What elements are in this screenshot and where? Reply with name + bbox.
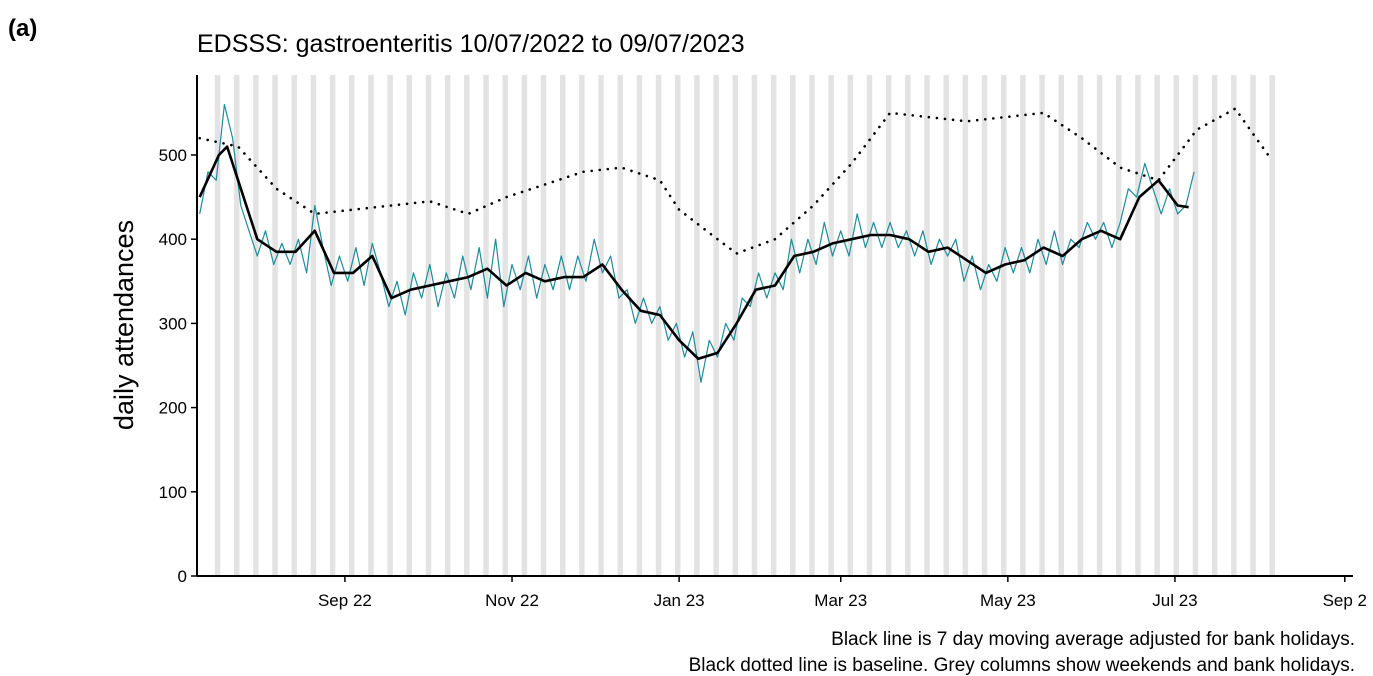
weekend-column — [1116, 75, 1122, 576]
weekend-column — [1000, 75, 1007, 576]
weekend-column — [809, 75, 815, 576]
weekend-column — [444, 75, 451, 576]
x-tick-label: Nov 22 — [485, 591, 539, 610]
weekend-column — [943, 75, 949, 576]
weekend-column — [1250, 75, 1256, 576]
weekend-column — [1020, 75, 1026, 576]
weekend-column — [598, 75, 604, 576]
y-tick-label: 100 — [159, 483, 187, 502]
baseline-line — [198, 107, 1270, 255]
weekend-column — [425, 75, 432, 576]
weekend-column — [751, 75, 758, 576]
weekend-column — [636, 75, 643, 576]
y-tick-label: 0 — [178, 567, 187, 586]
weekend-column — [847, 75, 854, 576]
weekend-column — [770, 75, 777, 576]
weekend-column — [1096, 75, 1103, 576]
weekend-column — [1077, 75, 1084, 576]
weekend-column — [655, 75, 662, 576]
series-line — [198, 145, 1189, 361]
weekend-column — [214, 75, 221, 576]
x-tick-label: Sep 22 — [318, 591, 372, 610]
y-tick-label: 300 — [159, 314, 187, 333]
weekend-column — [962, 75, 969, 576]
plot-area: 0 100 200 300 400 500 Sep 22 Nov 22 Jan 23 Mar 23… — [159, 75, 1367, 610]
weekend-column — [1058, 75, 1064, 576]
chart-title: EDSSS: gastroenteritis 10/07/2022 to 09/… — [197, 30, 745, 58]
weekend-column — [924, 75, 930, 576]
weekend-column — [483, 75, 489, 576]
weekend-columns — [214, 75, 1275, 576]
annotation: Black line is 7 day moving average adjus… — [831, 629, 1355, 650]
weekend-column — [790, 75, 796, 576]
weekend-column — [233, 75, 240, 576]
weekend-column — [1154, 75, 1160, 576]
x-tick-label: Jan 23 — [654, 591, 705, 610]
weekend-column — [272, 75, 278, 576]
weekend-column — [502, 75, 508, 576]
weekend-column — [828, 75, 834, 576]
weekend-column — [1135, 75, 1141, 576]
weekend-column — [981, 75, 988, 576]
weekend-column — [406, 75, 413, 576]
weekend-column — [387, 75, 393, 576]
weekend-column — [368, 75, 374, 576]
weekend-column — [866, 75, 873, 576]
weekend-column — [559, 75, 566, 576]
weekend-column — [521, 75, 528, 576]
annotation: Black dotted line is baseline. Grey colu… — [689, 655, 1355, 676]
y-tick-label: 400 — [159, 230, 187, 249]
weekend-column — [349, 75, 355, 576]
y-tick-label: 500 — [159, 146, 187, 165]
weekend-column — [1192, 75, 1199, 576]
weekend-column — [1173, 75, 1180, 576]
weekend-column — [329, 75, 336, 576]
weekend-column — [1039, 75, 1045, 576]
weekend-column — [617, 75, 623, 576]
weekend-column — [1269, 75, 1275, 576]
weekend-column — [253, 75, 259, 576]
y-axis-label: daily attendances — [109, 220, 139, 430]
y-tick-label: 200 — [159, 399, 187, 418]
weekend-column — [540, 75, 547, 576]
x-tick-label: Sep 2 — [1323, 591, 1367, 610]
weekend-column — [291, 75, 297, 576]
weekend-column — [1231, 75, 1237, 576]
panel-label: (a) — [8, 15, 37, 42]
weekend-column — [1211, 75, 1218, 576]
weekend-column — [885, 75, 892, 576]
weekend-column — [310, 75, 317, 576]
x-tick-label: Mar 23 — [814, 591, 867, 610]
x-tick-label: Jul 23 — [1152, 591, 1197, 610]
weekend-column — [905, 75, 911, 576]
weekend-column — [464, 75, 470, 576]
x-tick-label: May 23 — [980, 591, 1036, 610]
weekend-column — [579, 75, 585, 576]
weekend-column — [713, 75, 719, 576]
weekend-column — [675, 75, 681, 576]
weekend-column — [694, 75, 700, 576]
